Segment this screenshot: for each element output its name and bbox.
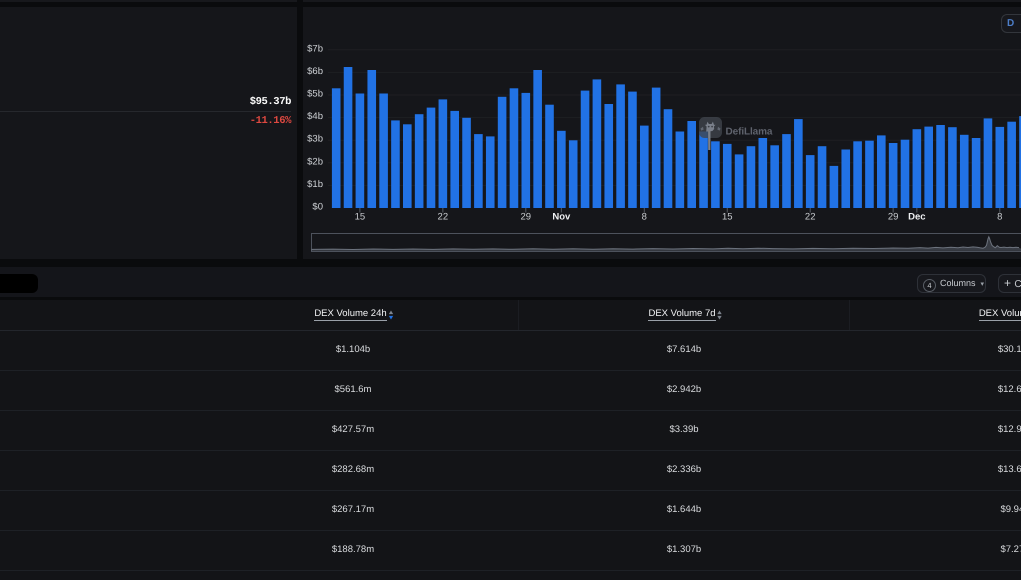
svg-text:DefiLlama: DefiLlama — [726, 127, 773, 138]
svg-text:15: 15 — [355, 212, 366, 223]
svg-text:$0: $0 — [312, 202, 323, 213]
svg-text:29: 29 — [521, 212, 532, 223]
svg-text:8: 8 — [997, 212, 1002, 223]
svg-text:$4b: $4b — [307, 111, 323, 122]
svg-text:$2b: $2b — [307, 156, 323, 167]
svg-text:15: 15 — [722, 212, 733, 223]
svg-text:Nov: Nov — [552, 212, 571, 223]
svg-text:$1b: $1b — [307, 179, 323, 190]
svg-text:Dec: Dec — [908, 212, 925, 223]
svg-text:8: 8 — [642, 212, 647, 223]
svg-text:$7b: $7b — [307, 43, 323, 54]
svg-text:22: 22 — [805, 212, 816, 223]
svg-text:$6b: $6b — [307, 66, 323, 77]
svg-text:$5b: $5b — [307, 89, 323, 100]
svg-text:29: 29 — [888, 212, 899, 223]
svg-text:$3b: $3b — [307, 134, 323, 145]
svg-text:22: 22 — [438, 212, 449, 223]
